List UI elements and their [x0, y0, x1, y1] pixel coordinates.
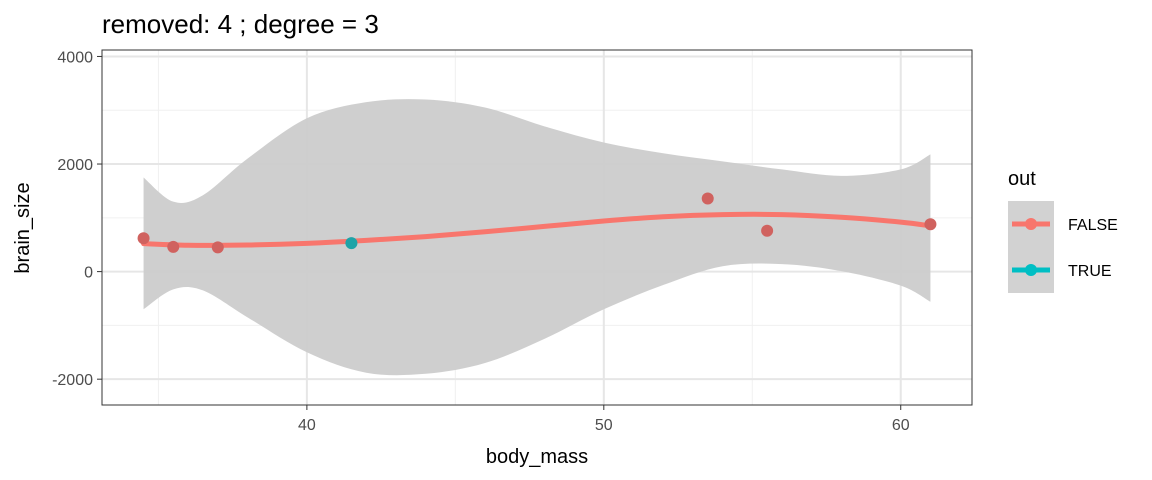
legend-label: FALSE	[1068, 217, 1118, 234]
confidence-band	[143, 99, 931, 376]
confidence-band-layer	[143, 99, 931, 376]
y-tick-label: 0	[84, 265, 93, 282]
data-point	[211, 241, 224, 254]
y-tick-label: 4000	[57, 49, 93, 66]
y-axis: -2000 0 2000 4000	[52, 49, 102, 389]
data-point	[761, 224, 774, 237]
y-axis-title: brain_size	[12, 182, 34, 273]
data-point	[137, 232, 150, 245]
plot-border	[101, 49, 973, 406]
chart-title: removed: 4 ; degree = 3	[102, 9, 379, 39]
data-point	[924, 218, 937, 231]
x-tick-label: 40	[298, 417, 316, 434]
x-axis: 40 50 60	[298, 405, 910, 434]
x-tick-label: 50	[595, 417, 613, 434]
y-tick-label: -2000	[52, 372, 93, 389]
fit-line-layer	[141, 211, 933, 248]
fit-line	[141, 211, 933, 248]
legend: out FALSE TRUE	[1008, 168, 1118, 293]
legend-title: out	[1008, 168, 1036, 190]
y-tick-label: 2000	[57, 157, 93, 174]
data-point	[167, 240, 180, 253]
data-point	[345, 237, 358, 250]
legend-point	[1025, 218, 1037, 230]
points-layer	[137, 192, 937, 254]
data-point	[701, 192, 714, 205]
legend-label: TRUE	[1068, 263, 1112, 280]
x-tick-label: 60	[892, 417, 910, 434]
legend-point	[1025, 264, 1037, 276]
x-axis-title: body_mass	[486, 446, 588, 468]
